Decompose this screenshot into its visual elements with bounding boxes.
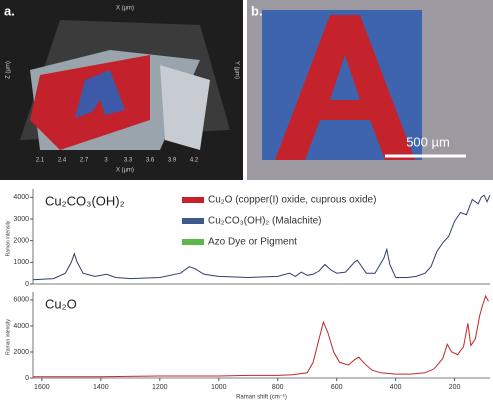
panel-label: a. xyxy=(4,3,15,18)
axis-tick-label: 2.4 xyxy=(58,158,67,164)
legend-label: Azo Dye or Pigment xyxy=(208,237,297,248)
blue-a xyxy=(75,70,125,118)
y-tick-label: 6000 xyxy=(13,297,29,304)
panel-a: a. X (µm) X (µm) Z (µm) Y (µm) 2.1 2.4 2.7… xyxy=(0,0,243,180)
legend-swatch xyxy=(182,218,204,224)
y-tick-label: 4000 xyxy=(13,323,29,330)
x-tick-label: 1600 xyxy=(34,384,50,391)
axis-tick-label: 3.6 xyxy=(146,158,155,164)
y-tick-label: 3000 xyxy=(13,216,29,223)
chart-label: Cu₂CO₃(OH)₂ xyxy=(45,193,125,208)
axis-title: Y (µm) xyxy=(233,61,239,79)
chart-label: Cu₂O xyxy=(45,296,77,311)
legend: Cu₂O (copper(I) oxide, cuprous oxide) Cu₂… xyxy=(182,195,376,248)
panel-label: b. xyxy=(251,3,263,18)
panel-b: 500 µm b. xyxy=(247,0,493,180)
y-tick-label: 2000 xyxy=(13,238,29,245)
axis-title: X (µm) xyxy=(116,6,134,12)
spectrum-line xyxy=(33,294,489,378)
y-tick-label: 4000 xyxy=(13,194,29,201)
legend-swatch xyxy=(182,197,204,203)
surface xyxy=(160,65,210,150)
legend-label: Cu₂O (copper(I) oxide, cuprous oxide) xyxy=(208,195,376,206)
x-tick-label: 600 xyxy=(331,384,343,391)
x-tick-label: 800 xyxy=(272,384,284,391)
y-axis-title: Raman intensity xyxy=(5,220,11,256)
axis-tick-label: 4.2 xyxy=(190,158,199,164)
x-tick-label: 200 xyxy=(449,384,461,391)
x-tick-label: 400 xyxy=(390,384,402,391)
axis-tick-label: 3.3 xyxy=(124,158,133,164)
legend-swatch xyxy=(182,239,204,245)
y-tick-label: 0 xyxy=(25,375,29,382)
x-tick-label: 1200 xyxy=(152,384,168,391)
spectrum-line xyxy=(32,194,491,281)
axis-tick-label: 3.9 xyxy=(168,158,177,164)
y-axis-title: Raman intensity xyxy=(5,319,11,355)
axis-tick-label: 3 xyxy=(104,158,108,164)
legend-label: Cu₂CO₃(OH)₂ (Malachite) xyxy=(208,216,322,227)
scale-label: 500 µm xyxy=(406,134,450,149)
axis-tick-label: 2.1 xyxy=(36,158,45,164)
x-tick-label: 1400 xyxy=(93,384,109,391)
y-tick-label: 1000 xyxy=(13,259,29,266)
axis-title: Z (µm) xyxy=(6,61,12,79)
axis-title: X (µm) xyxy=(116,168,134,174)
x-tick-label: 1000 xyxy=(211,384,227,391)
axis-tick-label: 2.7 xyxy=(80,158,89,164)
blue-map xyxy=(330,55,360,100)
y-tick-label: 2000 xyxy=(13,349,29,356)
y-tick-label: 0 xyxy=(25,281,29,288)
x-axis-title: Raman shift (cm⁻¹) xyxy=(236,395,287,401)
